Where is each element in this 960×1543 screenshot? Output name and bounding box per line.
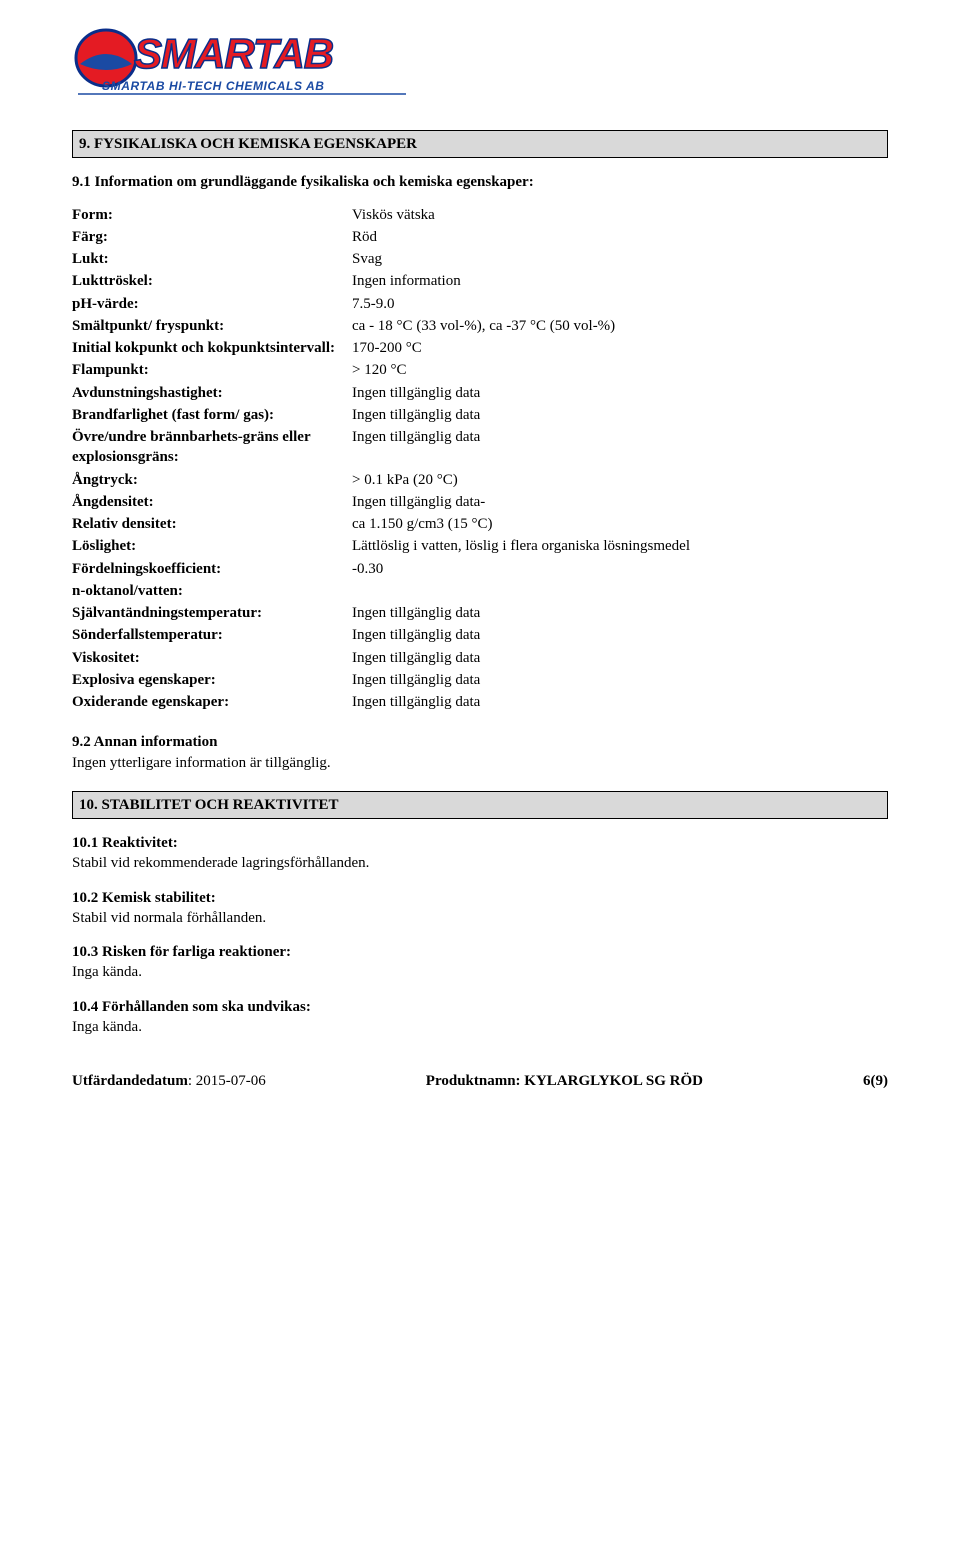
prop-label: pH-värde: xyxy=(72,294,352,314)
prop-value: Ingen tillgänglig data xyxy=(352,383,888,403)
table-row: Relativ densitet: ca 1.150 g/cm3 (15 °C) xyxy=(72,514,888,534)
table-row: Brandfarlighet (fast form/ gas): Ingen t… xyxy=(72,405,888,425)
prop-label: Form: xyxy=(72,205,352,225)
table-row: Övre/undre brännbarhets-gräns eller expl… xyxy=(72,427,888,468)
table-row: Initial kokpunkt och kokpunktsintervall:… xyxy=(72,338,888,358)
table-row: Form: Viskös vätska xyxy=(72,205,888,225)
prop-value: Ingen tillgänglig data xyxy=(352,625,888,645)
section-10-1: 10.1 Reaktivitet: Stabil vid rekommender… xyxy=(72,833,888,874)
prop-value: ca 1.150 g/cm3 (15 °C) xyxy=(352,514,888,534)
prop-value: Svag xyxy=(352,249,888,269)
section-10-3: 10.3 Risken för farliga reaktioner: Inga… xyxy=(72,942,888,983)
section-10-3-label: 10.3 Risken för farliga reaktioner: xyxy=(72,942,888,962)
table-row: Löslighet: Lättlöslig i vatten, löslig i… xyxy=(72,536,888,556)
prop-label: Brandfarlighet (fast form/ gas): xyxy=(72,405,352,425)
prop-label: n-oktanol/vatten: xyxy=(72,581,352,601)
table-row: Ångdensitet: Ingen tillgänglig data- xyxy=(72,492,888,512)
prop-label: Viskositet: xyxy=(72,648,352,668)
prop-value: Ingen tillgänglig data- xyxy=(352,492,888,512)
table-row: pH-värde: 7.5-9.0 xyxy=(72,294,888,314)
logo-svg: SMARTAB SMARTAB HI-TECH CHEMICALS AB xyxy=(72,24,412,102)
prop-value: ca - 18 °C (33 vol-%), ca -37 °C (50 vol… xyxy=(352,316,888,336)
prop-value: Ingen tillgänglig data xyxy=(352,670,888,690)
brand-logo: SMARTAB SMARTAB HI-TECH CHEMICALS AB xyxy=(72,24,888,102)
prop-value: > 120 °C xyxy=(352,360,888,380)
table-row: Färg: Röd xyxy=(72,227,888,247)
section-10-3-text: Inga kända. xyxy=(72,962,888,982)
footer-product-label: Produktnamn: xyxy=(426,1073,525,1089)
prop-value: -0.30 xyxy=(352,559,888,579)
prop-label: Löslighet: xyxy=(72,536,352,556)
footer-date: Utfärdandedatum: 2015-07-06 xyxy=(72,1071,266,1091)
prop-label: Övre/undre brännbarhets-gräns eller expl… xyxy=(72,427,352,468)
table-row: Avdunstningshastighet: Ingen tillgänglig… xyxy=(72,383,888,403)
table-row: Explosiva egenskaper: Ingen tillgänglig … xyxy=(72,670,888,690)
table-row: Självantändningstemperatur: Ingen tillgä… xyxy=(72,603,888,623)
prop-label: Explosiva egenskaper: xyxy=(72,670,352,690)
table-row: Ångtryck: > 0.1 kPa (20 °C) xyxy=(72,470,888,490)
section-10-2-text: Stabil vid normala förhållanden. xyxy=(72,908,888,928)
section-10-4-label: 10.4 Förhållanden som ska undvikas: xyxy=(72,997,888,1017)
prop-value: Viskös vätska xyxy=(352,205,888,225)
table-row: Flampunkt: > 120 °C xyxy=(72,360,888,380)
section-10-1-label: 10.1 Reaktivitet: xyxy=(72,833,888,853)
prop-label: Smältpunkt/ fryspunkt: xyxy=(72,316,352,336)
prop-label: Flampunkt: xyxy=(72,360,352,380)
prop-label: Ångdensitet: xyxy=(72,492,352,512)
footer-product: Produktnamn: KYLARGLYKOL SG RÖD xyxy=(426,1071,703,1091)
prop-label: Initial kokpunkt och kokpunktsintervall: xyxy=(72,338,352,358)
section-10-4: 10.4 Förhållanden som ska undvikas: Inga… xyxy=(72,997,888,1038)
prop-value: Ingen tillgänglig data xyxy=(352,692,888,712)
footer-date-label: Utfärdandedatum xyxy=(72,1073,188,1089)
prop-value: Ingen information xyxy=(352,271,888,291)
prop-label: Sönderfallstemperatur: xyxy=(72,625,352,645)
prop-label: Avdunstningshastighet: xyxy=(72,383,352,403)
prop-value: 170-200 °C xyxy=(352,338,888,358)
properties-table: Form: Viskös vätska Färg: Röd Lukt: Svag… xyxy=(72,205,888,713)
section-10-4-text: Inga kända. xyxy=(72,1017,888,1037)
table-row: Lukt: Svag xyxy=(72,249,888,269)
prop-label: Självantändningstemperatur: xyxy=(72,603,352,623)
prop-label: Oxiderande egenskaper: xyxy=(72,692,352,712)
prop-value: 7.5-9.0 xyxy=(352,294,888,314)
section-10-1-text: Stabil vid rekommenderade lagringsförhål… xyxy=(72,853,888,873)
footer-date-value: : 2015-07-06 xyxy=(188,1073,266,1089)
section-9-2-label: 9.2 Annan information xyxy=(72,732,888,752)
prop-label: Färg: xyxy=(72,227,352,247)
section-9-header: 9. FYSIKALISKA OCH KEMISKA EGENSKAPER xyxy=(72,130,888,158)
prop-label: Fördelningskoefficient: xyxy=(72,559,352,579)
prop-label: Lukt: xyxy=(72,249,352,269)
footer-page-number: 6(9) xyxy=(863,1071,888,1091)
section-9-1-subhead: 9.1 Information om grundläggande fysikal… xyxy=(72,172,888,192)
prop-value xyxy=(352,581,888,601)
section-10-2-label: 10.2 Kemisk stabilitet: xyxy=(72,888,888,908)
footer-product-value: KYLARGLYKOL SG RÖD xyxy=(524,1073,703,1089)
table-row: Viskositet: Ingen tillgänglig data xyxy=(72,648,888,668)
prop-label: Ångtryck: xyxy=(72,470,352,490)
section-9-2: 9.2 Annan information Ingen ytterligare … xyxy=(72,732,888,773)
prop-value: > 0.1 kPa (20 °C) xyxy=(352,470,888,490)
section-10-2: 10.2 Kemisk stabilitet: Stabil vid norma… xyxy=(72,888,888,929)
prop-value: Lättlöslig i vatten, löslig i flera orga… xyxy=(352,536,888,556)
section-9-2-text: Ingen ytterligare information är tillgän… xyxy=(72,753,888,773)
logo-sub-text: SMARTAB HI-TECH CHEMICALS AB xyxy=(102,79,325,93)
logo-brand-text: SMARTAB xyxy=(134,30,333,77)
prop-label: Relativ densitet: xyxy=(72,514,352,534)
prop-value: Ingen tillgänglig data xyxy=(352,405,888,425)
prop-value: Ingen tillgänglig data xyxy=(352,427,888,468)
page-footer: Utfärdandedatum: 2015-07-06 Produktnamn:… xyxy=(72,1071,888,1091)
table-row: Lukttröskel: Ingen information xyxy=(72,271,888,291)
table-row: Sönderfallstemperatur: Ingen tillgänglig… xyxy=(72,625,888,645)
prop-value: Ingen tillgänglig data xyxy=(352,603,888,623)
table-row: Oxiderande egenskaper: Ingen tillgänglig… xyxy=(72,692,888,712)
section-10-header: 10. STABILITET OCH REAKTIVITET xyxy=(72,791,888,819)
table-row: Smältpunkt/ fryspunkt: ca - 18 °C (33 vo… xyxy=(72,316,888,336)
prop-value: Röd xyxy=(352,227,888,247)
table-row: Fördelningskoefficient: -0.30 xyxy=(72,559,888,579)
table-row: n-oktanol/vatten: xyxy=(72,581,888,601)
prop-label: Lukttröskel: xyxy=(72,271,352,291)
prop-value: Ingen tillgänglig data xyxy=(352,648,888,668)
